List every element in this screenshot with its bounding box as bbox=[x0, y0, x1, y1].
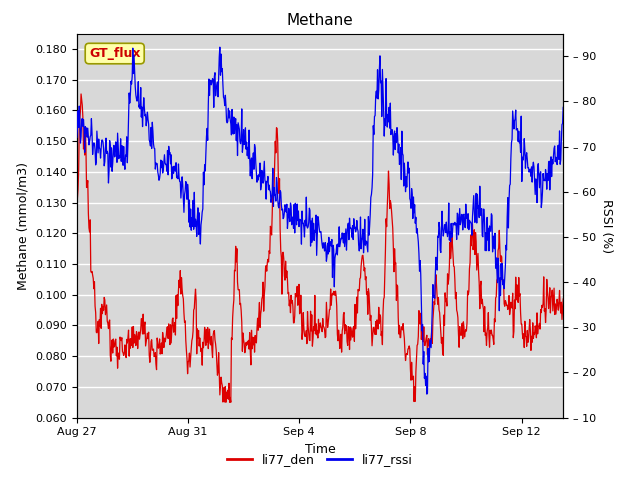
X-axis label: Time: Time bbox=[305, 443, 335, 456]
Y-axis label: Methane (mmol/m3): Methane (mmol/m3) bbox=[17, 162, 30, 289]
Y-axis label: RSSI (%): RSSI (%) bbox=[600, 199, 613, 252]
Legend: li77_den, li77_rssi: li77_den, li77_rssi bbox=[222, 448, 418, 471]
Text: GT_flux: GT_flux bbox=[89, 47, 140, 60]
Title: Methane: Methane bbox=[287, 13, 353, 28]
